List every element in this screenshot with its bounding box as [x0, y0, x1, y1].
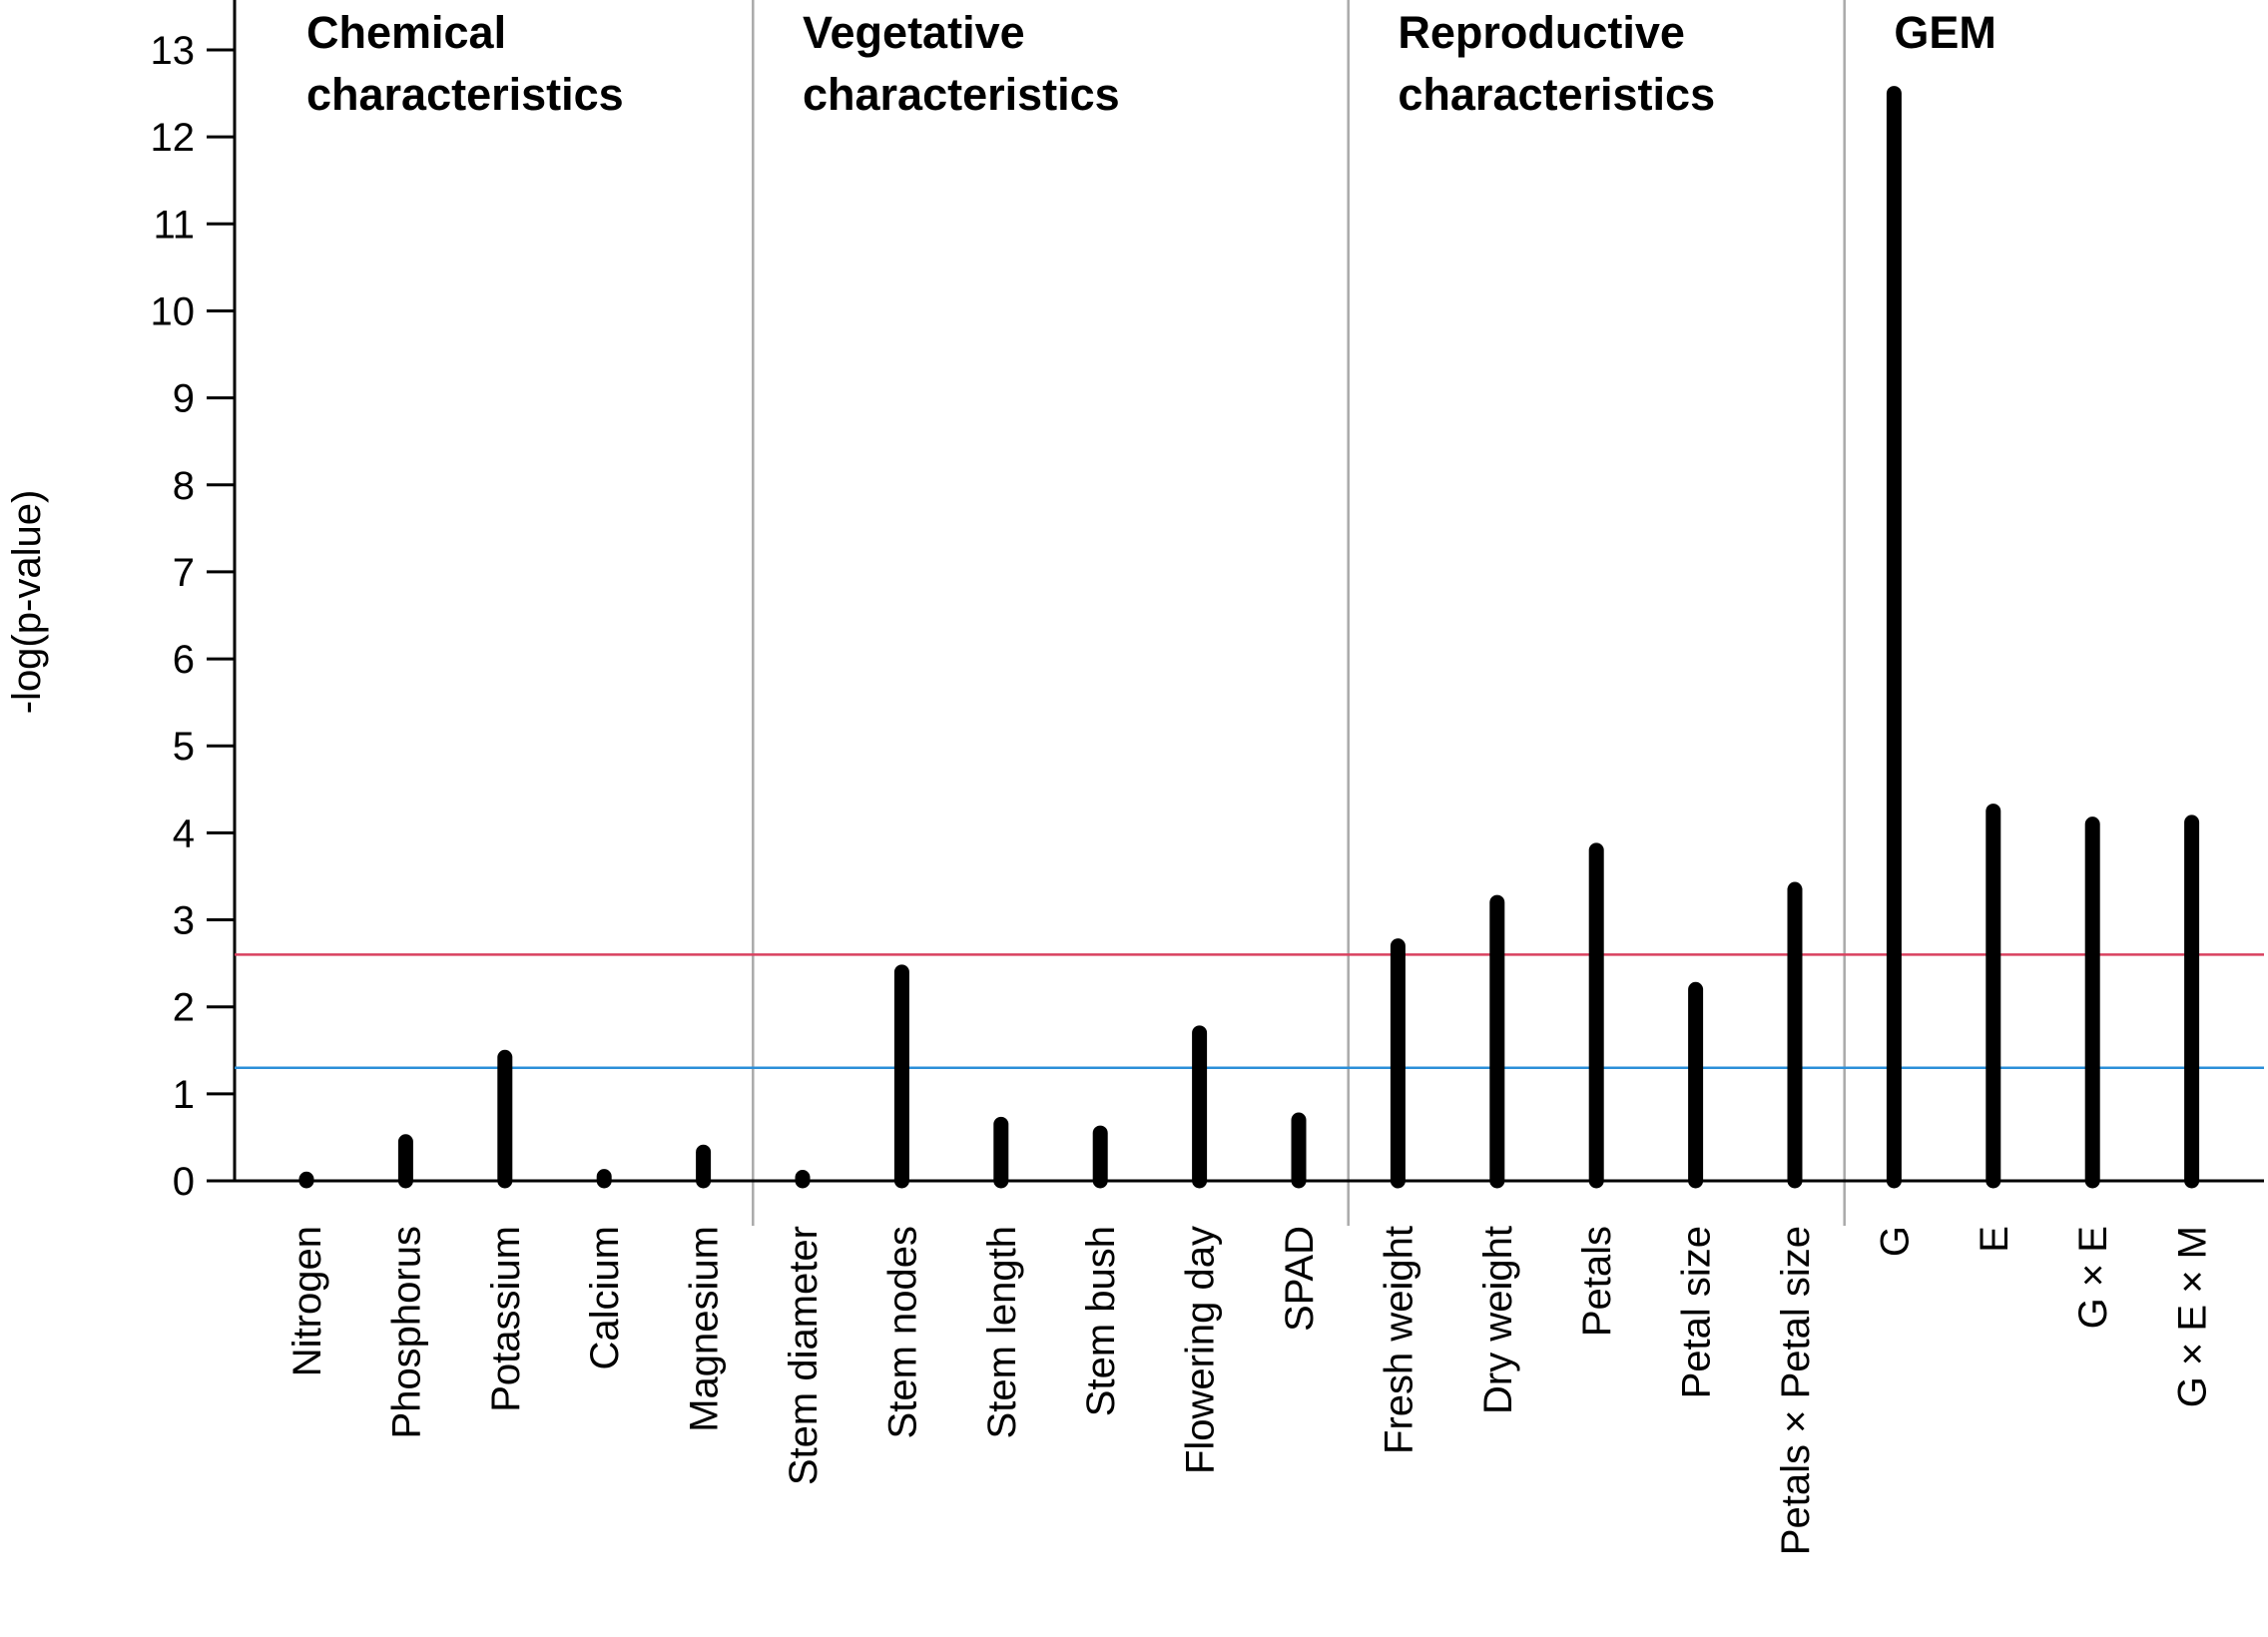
threshold-lines	[235, 953, 2264, 1069]
y-tick-label-13: 13	[151, 29, 196, 73]
category-label-fresh-weight: Fresh weight	[1377, 1226, 1420, 1454]
group-title-2: Reproductive characteristics	[1398, 7, 1715, 120]
group-title-line: Chemical	[306, 7, 506, 58]
y-tick-label-7: 7	[173, 551, 195, 595]
group-titles: Chemical characteristics Vegetative charact…	[306, 7, 1996, 120]
category-label-stem-diameter: Stem diameter	[782, 1226, 826, 1485]
category-label-stem-length: Stem length	[980, 1226, 1024, 1438]
category-label-g: G	[1873, 1226, 1917, 1257]
category-label-stem-bush: Stem bush	[1079, 1226, 1123, 1416]
group-title-line: Vegetative	[803, 7, 1025, 58]
category-label-g-e: G × E	[2071, 1226, 2115, 1329]
category-label-e: E	[1973, 1226, 2016, 1253]
y-tick-label-6: 6	[173, 638, 195, 682]
category-label-nitrogen: Nitrogen	[285, 1226, 329, 1376]
group-title-line: Reproductive	[1398, 7, 1685, 58]
group-title-1: Vegetative characteristics	[803, 7, 1120, 120]
y-tick-label-9: 9	[173, 377, 195, 421]
y-tick-label-10: 10	[151, 289, 196, 333]
category-label-flowering-day: Flowering day	[1179, 1226, 1223, 1474]
y-tick-label-5: 5	[173, 725, 195, 769]
group-title-line: characteristics	[803, 69, 1120, 120]
category-label-phosphorus: Phosphorus	[384, 1226, 428, 1438]
group-title-line: characteristics	[1398, 69, 1715, 120]
category-label-petals-petal-size: Petals × Petal size	[1774, 1226, 1818, 1555]
category-label-g-e-m: G × E × M	[2171, 1226, 2215, 1407]
category-label-stem-nodes: Stem nodes	[880, 1226, 924, 1438]
group-title-line: GEM	[1894, 7, 1996, 58]
y-tick-label-4: 4	[173, 812, 195, 855]
group-separators	[752, 0, 1846, 1226]
y-axis-title: -log(p-value)	[5, 490, 49, 715]
y-tick-label-3: 3	[173, 899, 195, 943]
group-title-0: Chemical characteristics	[306, 7, 624, 120]
y-tick-label-8: 8	[173, 464, 195, 508]
y-tick-label-2: 2	[173, 986, 195, 1030]
category-label-magnesium: Magnesium	[683, 1226, 727, 1432]
category-label-calcium: Calcium	[583, 1226, 627, 1369]
bars	[298, 86, 2200, 1189]
group-title-3: GEM	[1894, 7, 1996, 58]
category-label-petals: Petals	[1575, 1226, 1619, 1337]
category-label-petal-size: Petal size	[1675, 1226, 1719, 1398]
y-tick-label-11: 11	[153, 203, 195, 247]
group-title-line: characteristics	[306, 69, 624, 120]
y-tick-label-12: 12	[151, 116, 196, 160]
category-label-dry-weight: Dry weight	[1476, 1226, 1520, 1414]
category-label-spad: SPAD	[1278, 1226, 1322, 1332]
y-tick-label-0: 0	[173, 1160, 195, 1204]
category-labels: Nitrogen Phosphorus Potassium Calcium Magnes…	[285, 1226, 2215, 1555]
y-tick-label-1: 1	[173, 1073, 195, 1117]
category-label-potassium: Potassium	[484, 1226, 528, 1412]
